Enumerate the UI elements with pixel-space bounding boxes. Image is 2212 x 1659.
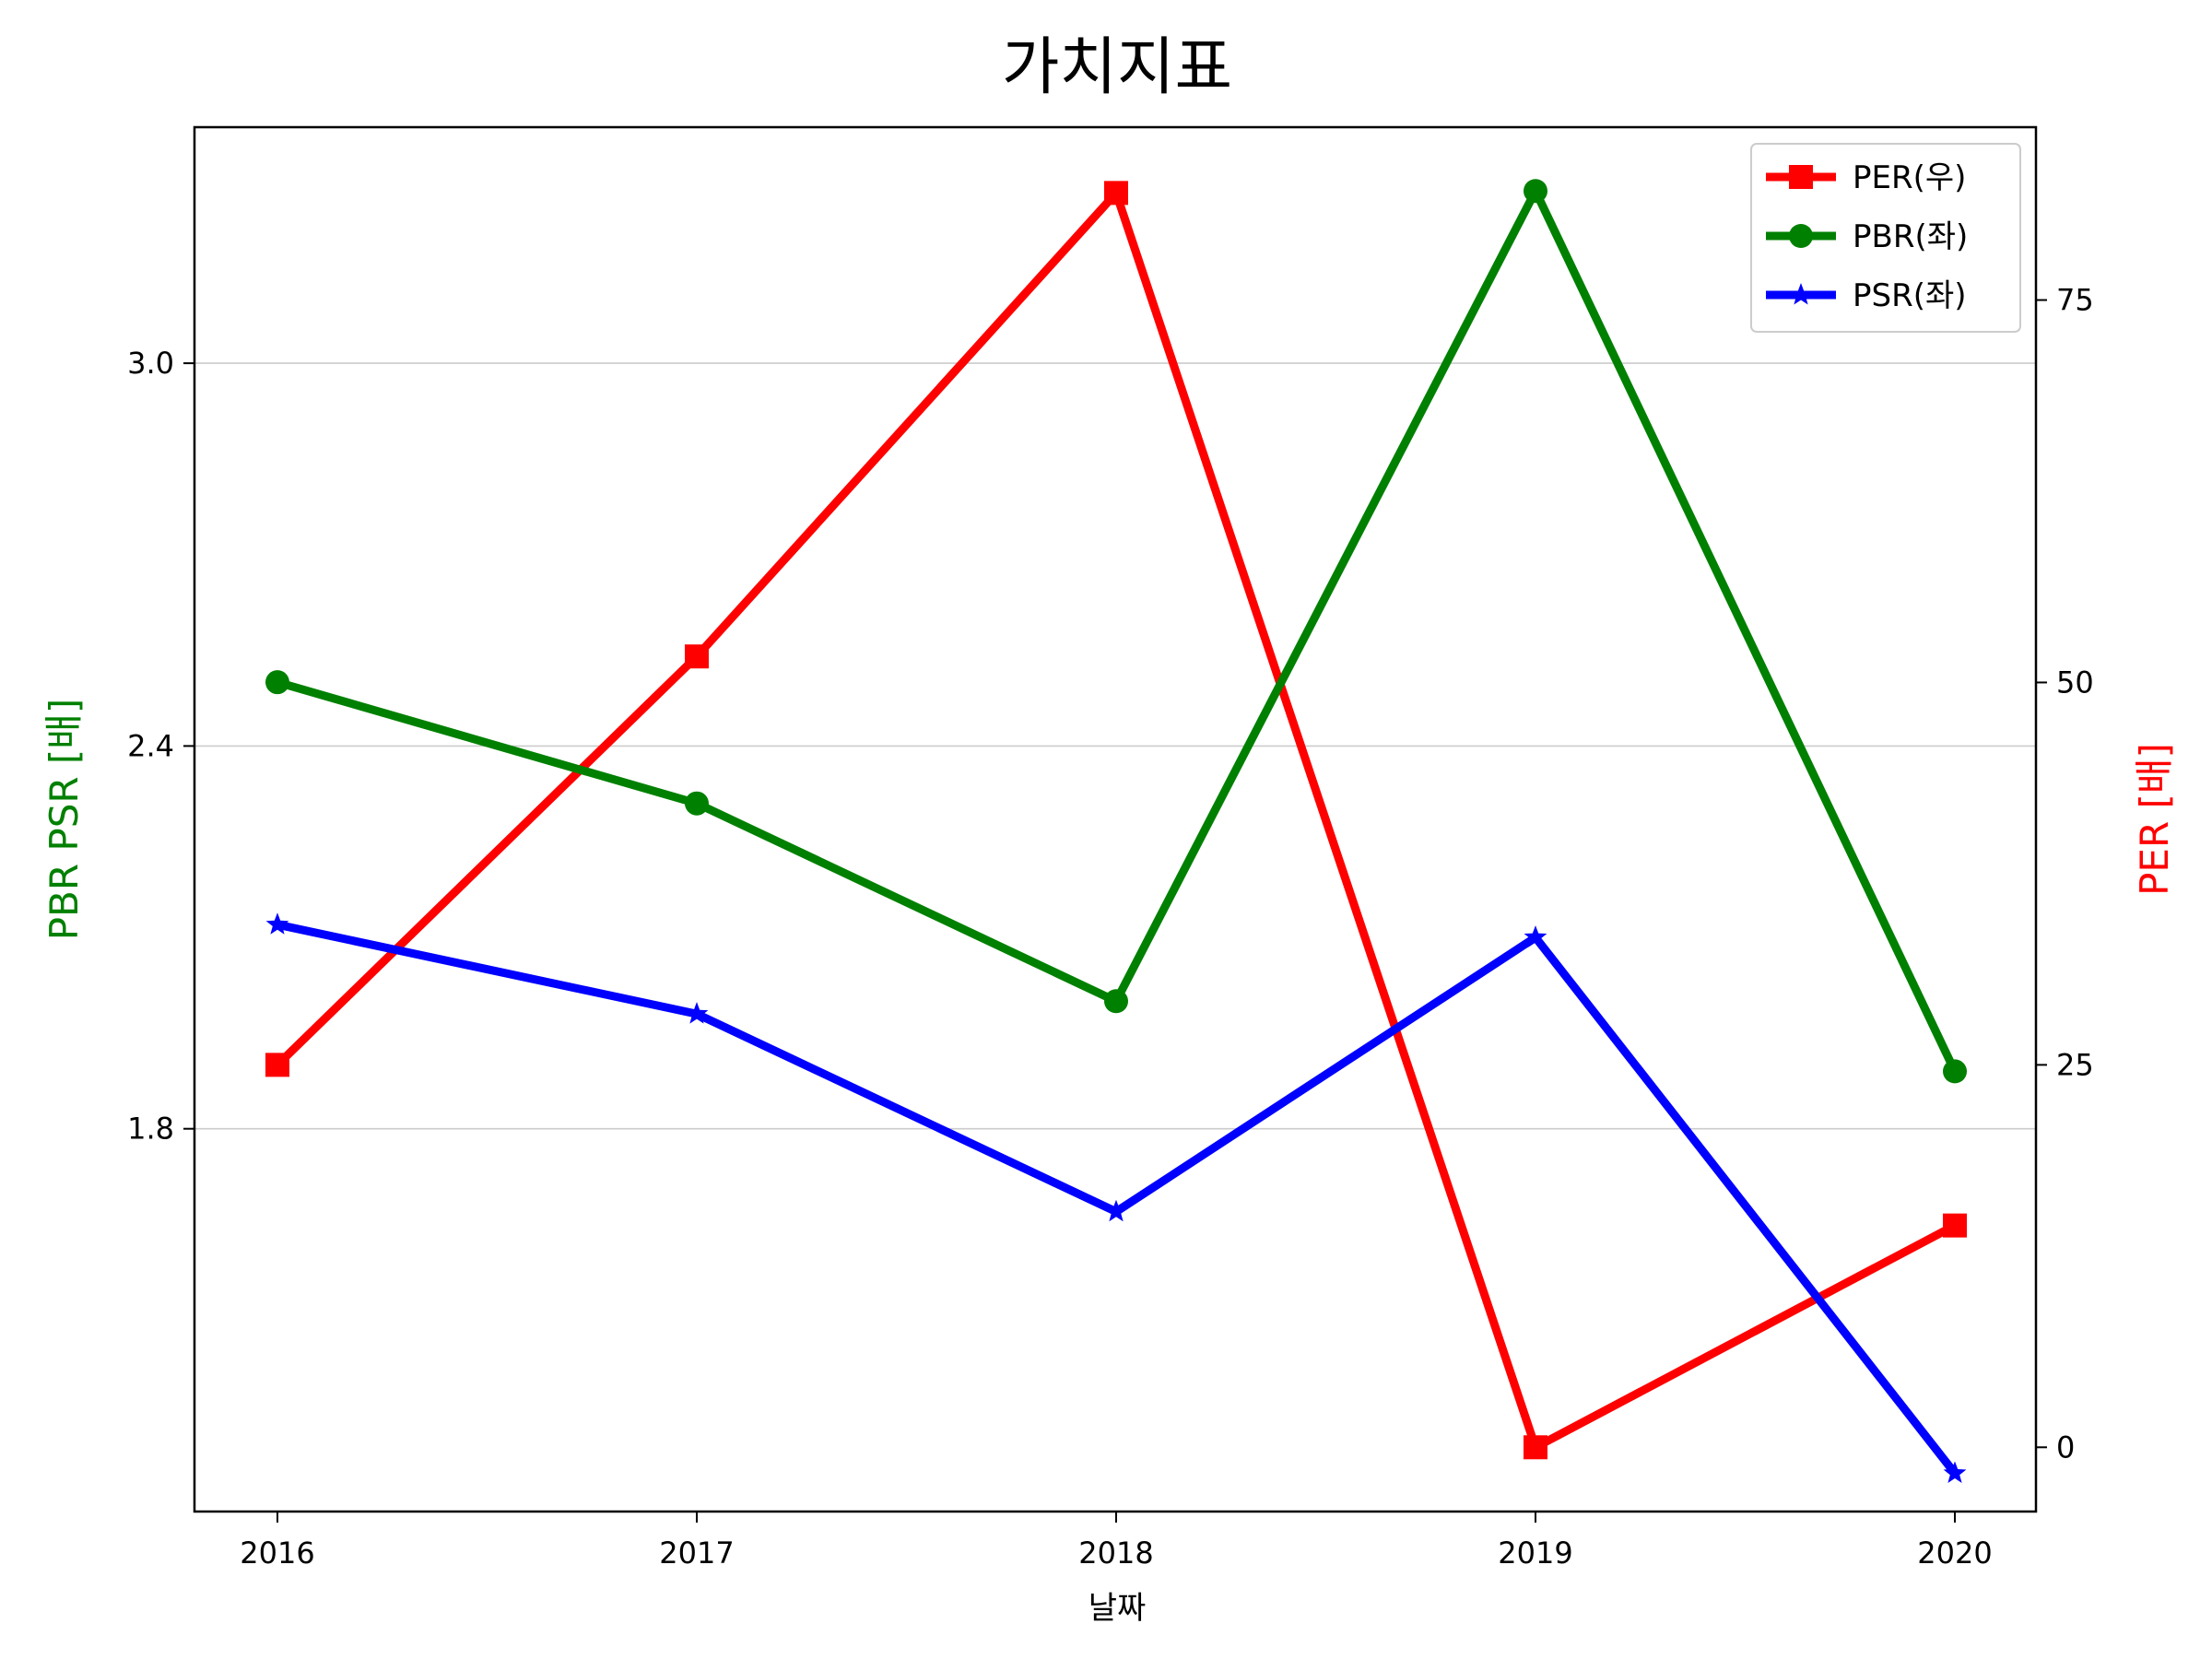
data-point: [1943, 1213, 1967, 1238]
series-line: [274, 188, 1958, 1452]
data-point: [685, 644, 709, 669]
y-right-tick-label: 25: [2056, 1047, 2094, 1082]
y-axis-label-left: PBR PSR [배]: [41, 699, 87, 941]
data-point: [1943, 1059, 1967, 1084]
x-tick-label: 2018: [1078, 1535, 1153, 1571]
legend-label: PSR(좌): [1853, 277, 1967, 314]
legend-box: [1750, 143, 2021, 333]
x-tick-label: 2017: [659, 1535, 734, 1571]
legend-label: PBR(좌): [1853, 218, 1968, 255]
legend-marker: [1789, 283, 1813, 305]
data-point: [265, 1053, 289, 1077]
y-left-tick-label: 1.8: [127, 1112, 174, 1147]
legend-marker: [1789, 165, 1813, 189]
data-point: [685, 1002, 709, 1024]
data-point: [1524, 179, 1547, 204]
chart-title: 가치지표: [1002, 31, 1232, 104]
y-right-tick-label: 0: [2056, 1430, 2075, 1465]
data-point: [1104, 181, 1128, 206]
x-axis-label: 날짜: [1088, 1590, 1147, 1627]
data-point: [1104, 989, 1128, 1014]
data-point: [1524, 925, 1547, 947]
series-PBR(좌): [265, 179, 1967, 1084]
series-layer: [265, 179, 1967, 1483]
series-PER(우): [265, 181, 1967, 1460]
data-point: [1104, 1199, 1128, 1222]
legend-marker: [1789, 224, 1813, 248]
plot-frame: [193, 125, 2038, 1513]
data-point: [685, 791, 709, 816]
y-axis-label-right: PER [배]: [2132, 743, 2177, 896]
y-left-tick-label: 3.0: [127, 346, 174, 381]
y-right-tick-label: 75: [2056, 283, 2094, 318]
y-right-tick-label: 50: [2056, 665, 2094, 700]
data-point: [1943, 1461, 1967, 1483]
x-tick-label: 2020: [1917, 1535, 1992, 1571]
y-left-tick-label: 2.4: [127, 728, 174, 763]
legend-label: PER(우): [1853, 159, 1966, 196]
legend: PER(우) PBR(좌) PSR(좌): [1750, 143, 2021, 333]
data-point: [265, 912, 289, 935]
x-tick-label: 2019: [1498, 1535, 1572, 1571]
axes: 2016 2017 2018 2019 2020 1.8 2.4 3.0 0 25 50 75: [127, 283, 2094, 1571]
series-line: [276, 186, 1959, 1074]
data-point: [1524, 1435, 1547, 1460]
x-tick-label: 2016: [240, 1535, 314, 1571]
data-point: [265, 670, 289, 695]
series-PSR(좌): [265, 912, 1967, 1483]
grid-lines: [194, 362, 2036, 1130]
